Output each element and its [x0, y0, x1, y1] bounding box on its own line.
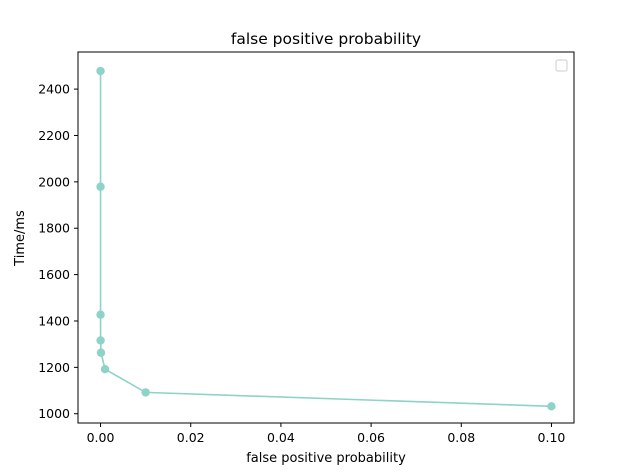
x-tick-label: 0.10 — [538, 430, 566, 445]
plot-frame — [77, 51, 575, 424]
data-point — [96, 182, 105, 191]
x-tick-label: 0.02 — [177, 430, 205, 445]
data-point — [100, 365, 110, 374]
y-tick-label: 1400 — [38, 313, 70, 328]
chart-title: false positive probability — [231, 30, 421, 48]
data-point — [141, 388, 150, 397]
series-layer — [96, 66, 556, 411]
y-tick-label: 1000 — [38, 406, 70, 421]
y-tick-label: 1200 — [38, 360, 70, 375]
data-point — [96, 66, 105, 76]
y-tick-label: 2000 — [38, 174, 70, 189]
y-tick-label: 1800 — [38, 221, 70, 236]
legend-box — [555, 59, 568, 72]
y-axis: 1000 1200 1400 1600 1800 2000 2200 2400 — [38, 82, 78, 421]
x-tick-label: 0.04 — [267, 430, 295, 445]
x-tick-label: 0.06 — [357, 430, 385, 445]
x-tick-label: 0.08 — [447, 430, 475, 445]
x-tick-label: 0.00 — [87, 430, 115, 445]
y-tick-label: 2400 — [38, 82, 70, 97]
series-line — [99, 71, 552, 408]
data-point — [96, 336, 105, 345]
x-axis: 0.00 0.02 0.04 0.06 0.08 0.10 — [87, 423, 566, 445]
data-point — [96, 348, 106, 357]
data-point — [96, 310, 105, 319]
plot-area — [78, 52, 574, 423]
y-axis-title: Time/ms — [13, 210, 28, 267]
x-axis-title: false positive probability — [246, 451, 406, 466]
y-tick-label: 1600 — [38, 267, 70, 282]
y-tick-label: 2200 — [38, 128, 70, 143]
data-point — [547, 402, 556, 411]
